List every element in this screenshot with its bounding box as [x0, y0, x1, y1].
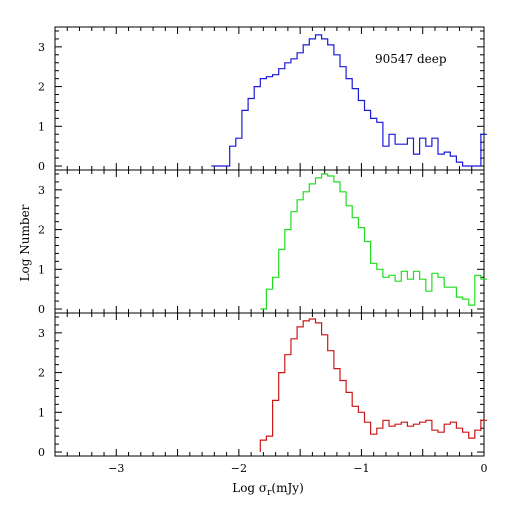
- y-axis-label: Log Number: [18, 204, 32, 281]
- x-tick-label: 0: [481, 462, 488, 475]
- x-axis-label: Log σr(mJy): [232, 481, 304, 498]
- x-axis-label-unit: (mJy): [271, 481, 303, 495]
- histogram-series: [260, 173, 488, 310]
- histogram-series: [259, 318, 488, 452]
- x-tick-label: −3: [108, 462, 124, 475]
- y-tick-label: 0: [38, 446, 45, 459]
- y-tick-label: 0: [38, 303, 45, 316]
- y-tick-label: 2: [38, 367, 45, 380]
- panel-annotation: 90547 deep: [375, 52, 447, 66]
- y-tick-label: 2: [38, 224, 45, 237]
- x-tick-label: −1: [353, 462, 369, 475]
- y-tick-label: 0: [38, 160, 45, 173]
- x-axis-label-main: Log σ: [232, 481, 267, 495]
- histogram-series: [211, 34, 488, 167]
- y-tick-label: 1: [38, 120, 45, 133]
- y-tick-label: 2: [38, 81, 45, 94]
- panel-middle: 0 1 2 3: [38, 169, 488, 316]
- panel-frame: [54, 312, 485, 457]
- y-tick-label: 3: [38, 184, 45, 197]
- y-tick-label: 1: [38, 406, 45, 419]
- y-tick-label: 3: [38, 41, 45, 54]
- x-axis-label-sub: r: [267, 488, 272, 498]
- panel-bottom: 0 1 2 3 −3 −2 −1 0: [38, 312, 488, 475]
- y-tick-label: 1: [38, 263, 45, 276]
- x-tick-label: −2: [231, 462, 247, 475]
- y-tick-label: 3: [38, 327, 45, 340]
